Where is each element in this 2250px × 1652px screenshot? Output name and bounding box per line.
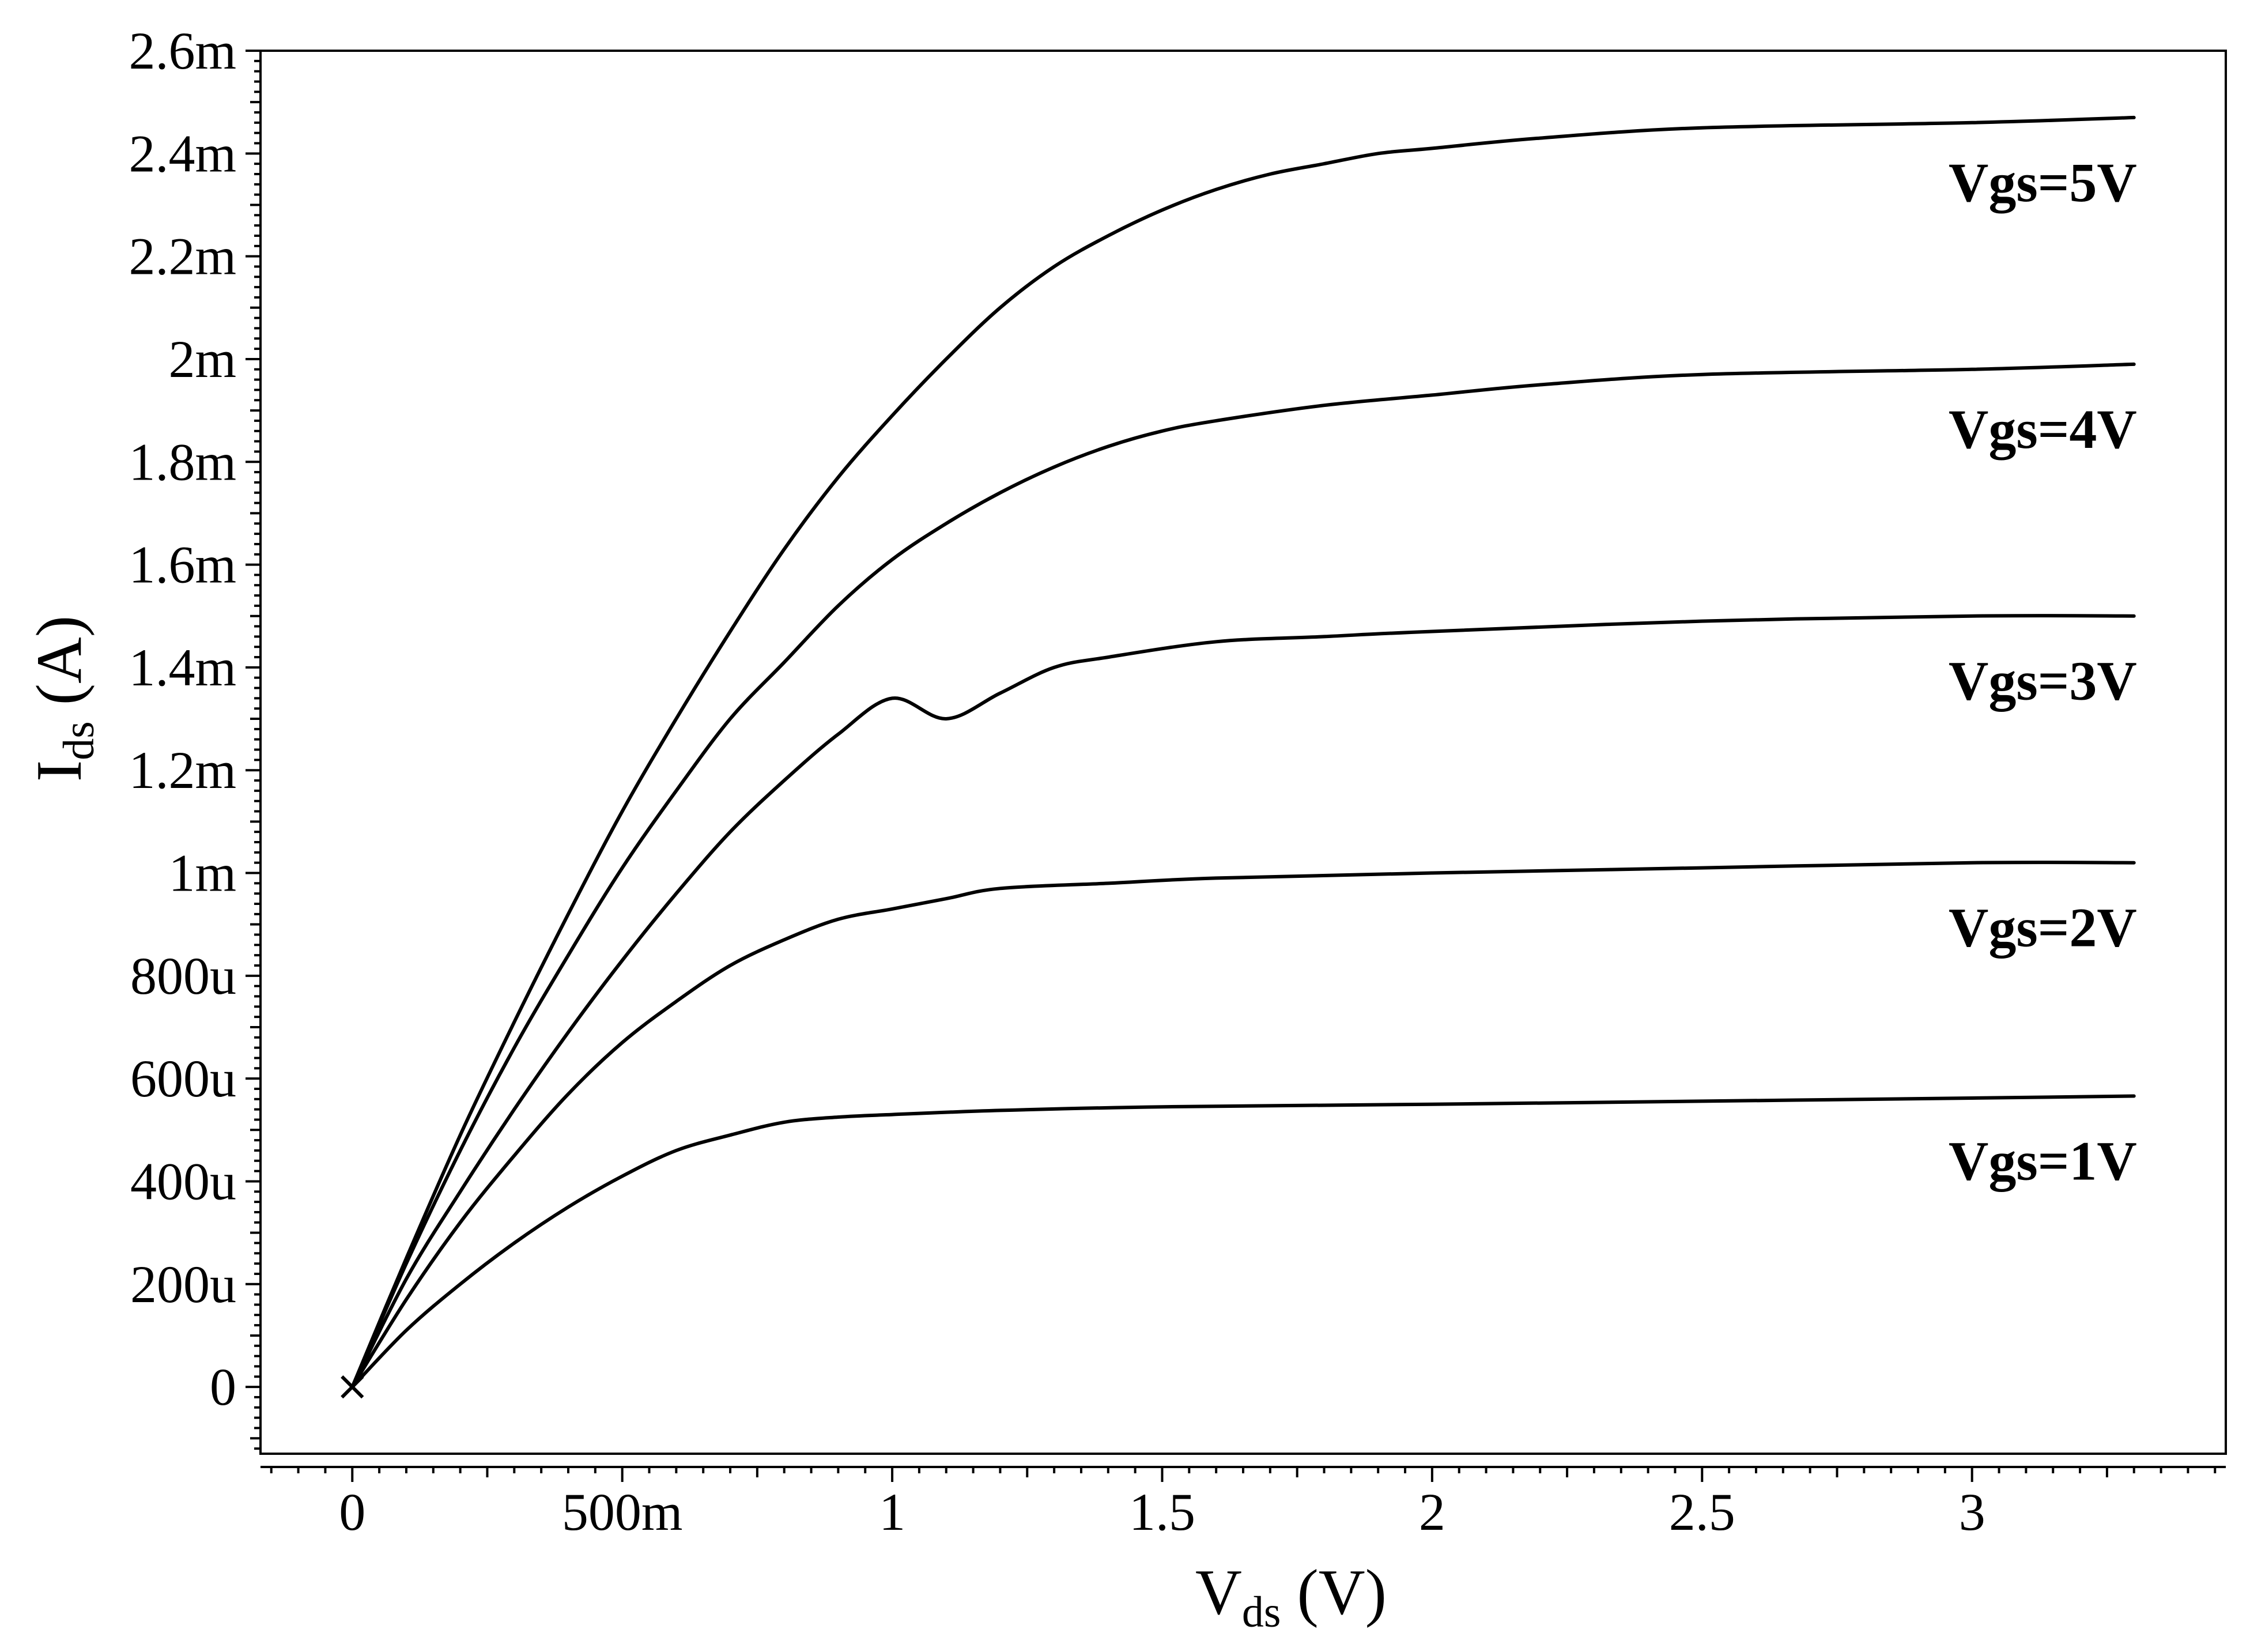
series-lines	[350, 115, 2136, 1389]
y-tick-label: 1.8m	[129, 432, 236, 491]
plot-area-frame	[259, 50, 2227, 1455]
x-axis-title-subscript: ds	[1242, 1588, 1281, 1636]
series-label-vgs-4: Vgs=4V	[1949, 398, 2137, 460]
x-axis-title-main: V	[1195, 1557, 1242, 1628]
x-axis-title-unit: (V)	[1281, 1557, 1386, 1628]
x-tick-label: 0	[339, 1483, 365, 1541]
x-axis-title: Vds (V)	[1195, 1557, 1387, 1636]
y-axis-title-subscript: ds	[55, 721, 103, 760]
y-tick-label: 2.2m	[129, 227, 236, 286]
y-tick-label: 2.4m	[129, 124, 236, 183]
x-tick-label: 2	[1419, 1483, 1445, 1541]
x-tick-label: 2.5	[1669, 1483, 1735, 1541]
y-tick-label: 1.2m	[129, 741, 236, 799]
origin-marker-stroke	[341, 1375, 364, 1399]
series-line-vgs-3	[350, 614, 2136, 1389]
x-axis-ticks: 0 500m 1 1.5 2 2.5 3	[261, 1466, 2226, 1541]
series-line-vgs-1	[350, 1094, 2136, 1389]
y-axis-title: Ids (A)	[24, 616, 103, 782]
series-label-vgs-3: Vgs=3V	[1949, 650, 2137, 712]
y-tick-label: 400u	[130, 1152, 236, 1210]
y-axis-ticks: 0 200u 400u 600u 800u 1m 1.2m 1.4m 1.6m 1.8m 2m 2.2…	[129, 21, 261, 1450]
x-tick-label: 500m	[562, 1483, 683, 1541]
y-tick-label: 600u	[130, 1049, 236, 1108]
y-tick-label: 1.6m	[129, 535, 236, 594]
series-label-vgs-2: Vgs=2V	[1949, 897, 2137, 959]
series-line-vgs-4	[350, 362, 2136, 1389]
origin-x-marker	[341, 1375, 364, 1399]
y-tick-label: 1.4m	[129, 638, 236, 697]
x-tick-label: 3	[1959, 1483, 1985, 1541]
series-label-vgs-5: Vgs=5V	[1949, 152, 2137, 213]
y-tick-label: 200u	[130, 1255, 236, 1314]
x-tick-label: 1.5	[1129, 1483, 1195, 1541]
series-line-vgs-5	[350, 115, 2136, 1389]
series-label-vgs-1: Vgs=1V	[1949, 1130, 2137, 1191]
x-tick-label: 1	[879, 1483, 905, 1541]
y-axis-title-main: I	[24, 760, 95, 782]
y-tick-label: 800u	[130, 946, 236, 1005]
y-tick-label: 2.6m	[129, 21, 236, 80]
y-tick-label: 1m	[168, 844, 236, 903]
series-labels: Vgs=1V Vgs=2V Vgs=3V Vgs=4V Vgs=5V	[1949, 152, 2137, 1192]
y-axis-title-unit: (A)	[24, 616, 95, 721]
y-tick-label: 2m	[168, 330, 236, 389]
y-tick-label: 0	[210, 1357, 236, 1416]
series-line-vgs-2	[350, 861, 2136, 1389]
